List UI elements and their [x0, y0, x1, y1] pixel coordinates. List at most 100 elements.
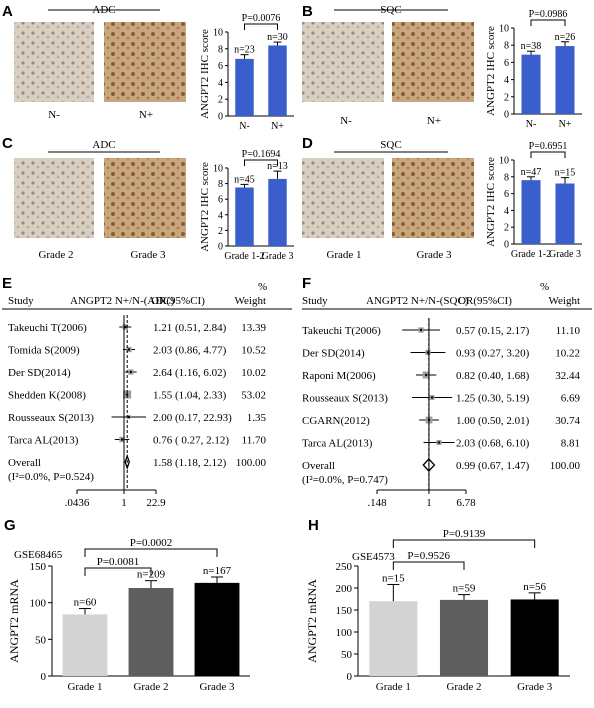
column-header: Weight [235, 295, 267, 307]
ihc-image [14, 158, 94, 238]
y-tick-label: 50 [341, 649, 353, 661]
dataset-label: GSE4573 [352, 551, 395, 563]
ihc-image [302, 158, 384, 238]
group-label: SQC [380, 139, 401, 151]
study-label: Tarca AL(2013) [302, 438, 373, 450]
y-tick-label: 6 [504, 58, 509, 69]
study-label: Rousseaux S(2013) [302, 393, 388, 405]
ci-text: 1.25 (0.30, 5.19) [456, 393, 530, 405]
study-label: Der SD(2014) [8, 367, 71, 379]
bar [439, 599, 489, 676]
bar [235, 187, 254, 246]
x-tick-label: Grade 3 [199, 681, 235, 693]
x-tick-label: Grade 1-2 [511, 249, 551, 260]
weight-text: 100.00 [236, 457, 267, 469]
point-marker [424, 373, 428, 377]
weight-text: 10.22 [555, 348, 580, 360]
weight-text: 13.39 [241, 322, 266, 334]
weight-text: 6.69 [561, 393, 581, 405]
p-value: P=0.0081 [97, 556, 140, 568]
x-tick-label: N- [239, 121, 250, 132]
y-tick-label: 2 [218, 95, 223, 106]
y-axis-label: ANGPT2 IHC score [485, 157, 497, 247]
comparison-bracket [244, 23, 278, 30]
study-label: Takeuchi T(2006) [8, 322, 87, 334]
y-tick-label: 10 [499, 156, 509, 167]
y-tick-label: 10 [213, 164, 223, 175]
forest-plot-f: Study ANGPT2 N+/N-(SQC)OR(95%CI)%Weight Ta… [302, 281, 592, 509]
p-value: P=0.0986 [529, 9, 568, 20]
y-tick-label: 0 [218, 112, 223, 123]
bar [235, 58, 254, 116]
group-label: ADC [92, 4, 115, 16]
y-tick-label: 6 [218, 61, 223, 72]
ci-text: 0.99 (0.67, 1.47) [456, 460, 530, 472]
bar [555, 183, 575, 244]
comparison-bracket [392, 561, 465, 570]
bar [510, 599, 559, 676]
ci-text: 2.03 (0.68, 6.10) [456, 438, 530, 450]
column-header: Study [302, 295, 328, 307]
ci-text: 0.82 (0.40, 1.68) [456, 370, 530, 382]
ihc-image [392, 158, 474, 238]
point-marker [127, 348, 131, 351]
comparison-bracket [530, 151, 566, 158]
ihc-image [392, 22, 474, 102]
y-tick-label: 8 [218, 44, 223, 55]
comparison-bracket [84, 548, 218, 557]
x-tick-label: Grade 3 [517, 681, 553, 693]
ci-text: 2.64 (1.16, 6.02) [153, 367, 227, 379]
n-label: n=13 [267, 161, 288, 172]
bar [268, 178, 287, 246]
ci-text: 0.93 (0.27, 3.20) [456, 348, 530, 360]
y-axis-label: ANGPT2 IHC score [485, 26, 497, 116]
weight-text: 32.44 [555, 370, 580, 382]
x-tick-label: Grade 2 [133, 681, 168, 693]
weight-text: 100.00 [550, 460, 581, 472]
image-caption: Grade 3 [130, 249, 166, 261]
point-marker [437, 441, 441, 444]
ihc-image [104, 158, 186, 238]
point-marker [120, 438, 124, 441]
column-header: % [540, 281, 549, 293]
study-label: CGARN(2012) [302, 415, 370, 427]
y-tick-label: 10 [213, 28, 223, 39]
y-tick-label: 6 [504, 189, 509, 200]
y-tick-label: 4 [218, 78, 223, 89]
n-label: n=60 [74, 597, 97, 609]
ihc-image [302, 22, 384, 102]
point-marker [430, 396, 434, 399]
x-tick-label: N- [526, 119, 537, 130]
n-label: n=23 [234, 45, 255, 56]
p-value: P=0.1694 [242, 149, 281, 160]
x-tick-label: 1 [426, 497, 432, 509]
image-caption: N- [48, 109, 60, 121]
column-header: OR(95%CI) [151, 295, 205, 307]
ci-text: 1.00 (0.50, 2.01) [456, 415, 530, 427]
image-caption: N+ [139, 109, 153, 121]
x-tick-label: Grade 1 [67, 681, 102, 693]
y-tick-label: 2 [218, 226, 223, 237]
ci-text: 1.58 (1.18, 2.12) [153, 457, 227, 469]
y-tick-label: 8 [504, 41, 509, 52]
weight-text: 30.74 [555, 415, 580, 427]
column-header: Weight [549, 295, 581, 307]
y-tick-label: 8 [504, 172, 509, 183]
study-label: Der SD(2014) [302, 348, 365, 360]
study-label: Raponi M(2006) [302, 370, 376, 382]
y-tick-label: 6 [218, 195, 223, 206]
bar [369, 601, 418, 676]
panel-f: F Study ANGPT2 N+/N-(SQC)OR(95%CI)%Weight… [302, 275, 592, 509]
overall-label: Overall [8, 457, 41, 469]
point-marker [419, 328, 423, 332]
comparison-bracket [530, 19, 566, 26]
study-label: Tomida S(2009) [8, 345, 80, 357]
y-tick-label: 4 [504, 206, 509, 217]
overall-label: Overall [302, 460, 335, 472]
ci-text: 0.76 ( 0.27, 2.12) [153, 435, 229, 447]
bar [62, 614, 108, 676]
